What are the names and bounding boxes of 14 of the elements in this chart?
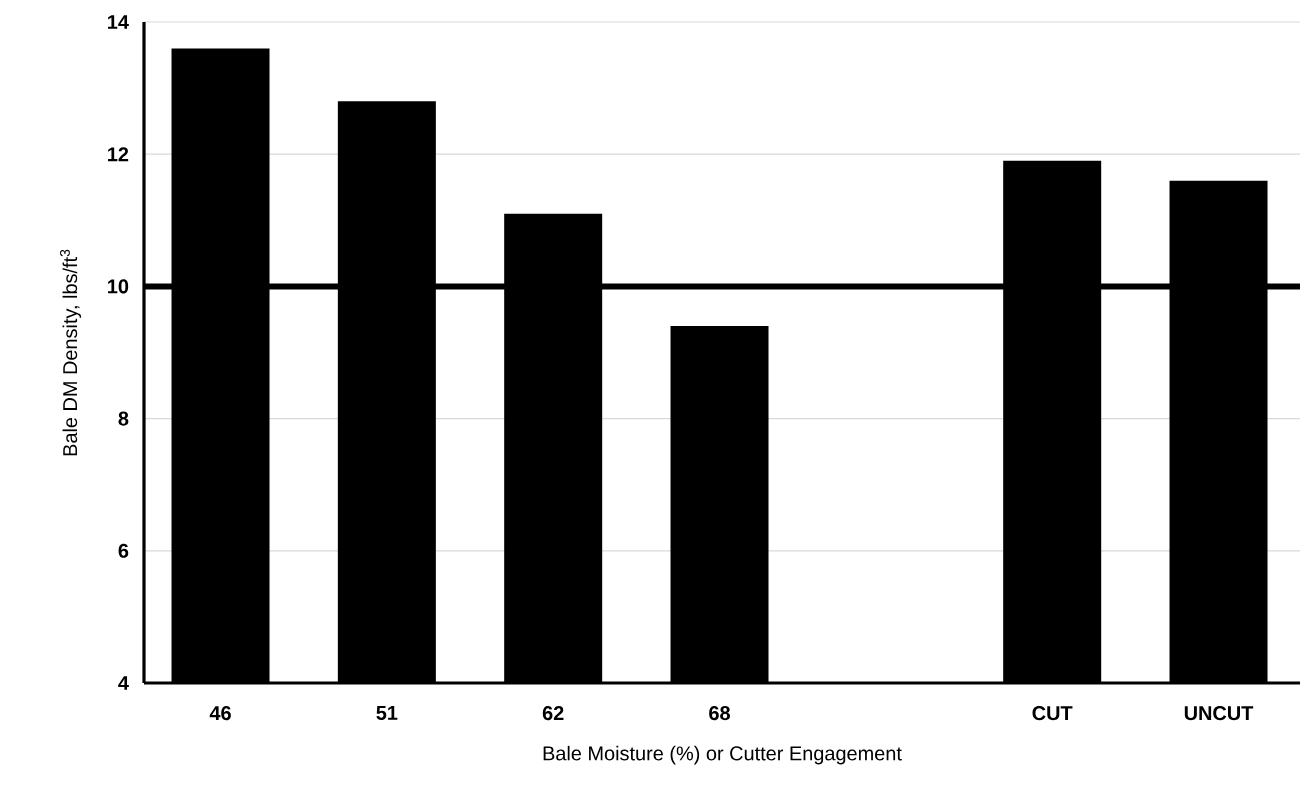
x-axis-title: Bale Moisture (%) or Cutter Engagement <box>543 745 902 765</box>
y-tick-label: 4 <box>118 676 129 690</box>
x-tick-label: 68 <box>709 706 730 721</box>
x-tick-label: UNCUT <box>1184 706 1254 721</box>
x-tick-label: 62 <box>542 706 564 721</box>
y-tick-label: 8 <box>118 411 129 426</box>
x-tick-label: 46 <box>209 706 231 721</box>
y-tick-label: 12 <box>108 147 129 162</box>
y-axis-title: Bale DM Density, lbs/ft$^{3}$ <box>60 249 82 456</box>
y-tick-label: 10 <box>108 279 129 294</box>
x-tick-label: CUT <box>1032 706 1073 721</box>
x-tick-label: 51 <box>376 706 398 720</box>
y-tick-label: 14 <box>108 15 129 29</box>
y-tick-label: 6 <box>118 543 129 558</box>
